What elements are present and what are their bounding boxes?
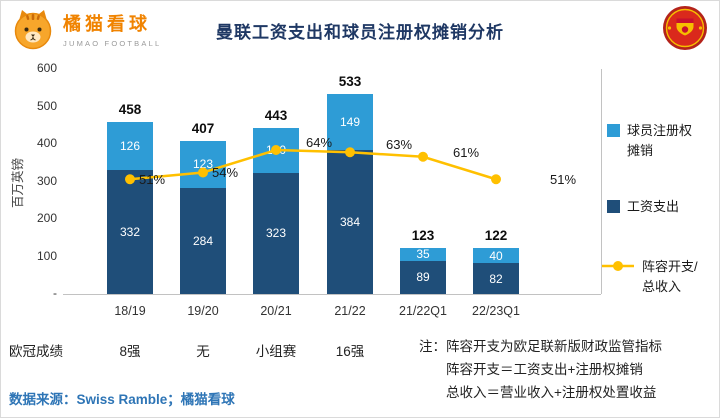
bar-wages	[473, 263, 519, 294]
x-axis-line	[63, 294, 601, 295]
bar-total-value: 443	[264, 107, 288, 123]
brand-name: 橘猫看球	[63, 14, 151, 34]
y-axis-tick-label: 500	[36, 98, 57, 113]
bar-wages-value: 323	[265, 226, 287, 241]
ratio-line-marker	[491, 174, 501, 185]
man-utd-crest	[663, 6, 707, 50]
bar-wages-value: 284	[192, 233, 214, 248]
y-axis-tick-label: 400	[36, 136, 57, 150]
brand-text: 橘猫看球 JUMAO FOOTBALL	[63, 10, 161, 48]
ratio-value-label: 63%	[386, 136, 413, 152]
brand: 橘猫看球 JUMAO FOOTBALL	[11, 7, 161, 51]
bar-total-value: 533	[338, 74, 362, 90]
note-line: 总收入＝营业收入+注册权处置收益	[446, 384, 657, 400]
x-axis-category-label: 21/22Q1	[399, 304, 447, 318]
bar-amortization	[473, 248, 519, 264]
note-line: 注：阵容开支为欧足联新版财政监管指标	[419, 339, 662, 354]
data-source: 数据来源：Swiss Ramble；橘猫看球	[9, 392, 235, 407]
brand-subtitle: JUMAO FOOTBALL	[63, 39, 162, 48]
y-axis-tick-label: 600	[36, 61, 57, 75]
ratio-value-label: 61%	[453, 145, 480, 161]
bar-wages	[400, 260, 446, 294]
ucl-result: 无	[196, 344, 210, 359]
bar-amortization-value: 126	[119, 138, 141, 153]
y-axis-tick-label: 200	[36, 211, 57, 225]
y-axis-tick-label: -	[53, 286, 57, 300]
ucl-result: 8强	[119, 344, 141, 359]
ratio-value-label: 51%	[550, 171, 577, 187]
bar-amortization-value: 35	[416, 247, 430, 262]
legend-label: 工资支出	[627, 199, 680, 214]
legend-item: 球员注册权摊销	[607, 121, 693, 161]
x-axis-category-label: 21/22	[334, 304, 366, 318]
bar-wages-value: 332	[119, 224, 141, 239]
legend-item: 工资支出	[607, 197, 693, 217]
legend-swatch-line-marker	[602, 261, 634, 271]
ratio-value-label: 64%	[306, 134, 333, 150]
y-axis-tick-label: 100	[36, 248, 57, 263]
bar-wages	[253, 172, 299, 294]
ucl-results-label: 欧冠成绩	[9, 344, 63, 359]
bar-amortization-value: 120	[265, 143, 287, 158]
legend-swatch-square	[607, 200, 620, 213]
notes-block: 注：阵容开支为欧足联新版财政监管指标 阵容开支＝工资支出+注册权摊销 总收入＝营…	[419, 336, 662, 405]
legend-label: 阵容开支/总收入	[642, 259, 698, 295]
bar-wages-value: 82	[489, 271, 503, 286]
bar-amortization-value: 149	[339, 115, 361, 130]
bar-amortization	[327, 94, 373, 150]
x-axis-category-label: 20/21	[260, 304, 292, 318]
bar-wages	[107, 169, 153, 294]
ucl-result: 16强	[335, 344, 365, 359]
bar-wages-value: 89	[416, 270, 430, 285]
y-axis-tick-label: 300	[36, 173, 57, 188]
bar-total-value: 458	[118, 102, 142, 118]
bar-total-value: 122	[484, 228, 508, 244]
ratio-value-label: 51%	[139, 171, 166, 187]
secondary-y-axis-line	[601, 69, 602, 294]
bar-total-value: 123	[411, 227, 435, 243]
legend-label: 球员注册权摊销	[627, 123, 693, 159]
x-axis-category-label: 19/20	[187, 304, 219, 318]
bar-amortization-value: 40	[489, 248, 503, 263]
page-title: 曼联工资支出和球员注册权摊销分析	[216, 23, 504, 42]
ucl-result: 小组赛	[255, 344, 297, 359]
ratio-line-marker	[418, 151, 428, 162]
note-line: 阵容开支＝工资支出+注册权摊销	[446, 361, 643, 377]
x-axis-category-label: 18/19	[114, 304, 146, 318]
x-axis-category-label: 22/23Q1	[472, 304, 520, 318]
bar-wages	[180, 187, 226, 294]
legend-swatch-square	[607, 124, 620, 137]
bar-total-value: 407	[191, 121, 215, 137]
legend-item: 阵容开支/总收入	[601, 257, 708, 297]
bar-wages-value: 384	[339, 215, 361, 229]
ratio-value-label: 54%	[212, 165, 239, 180]
jumao-logo-icon	[14, 10, 52, 50]
bar-amortization	[400, 247, 446, 261]
